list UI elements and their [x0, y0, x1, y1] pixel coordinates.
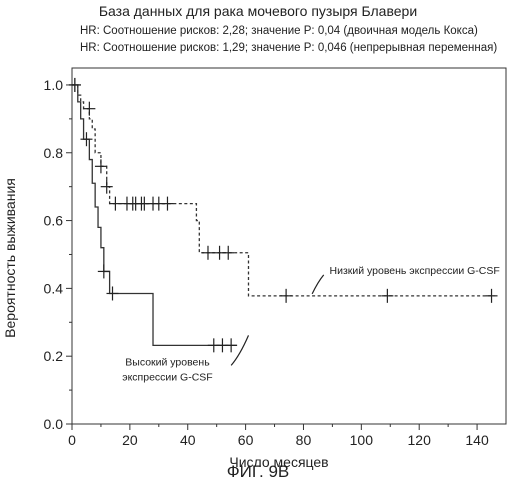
x-tick-label: 120: [408, 432, 432, 448]
y-tick-label: 0.0: [44, 416, 64, 432]
high-expression-label-line: Высокий уровень: [125, 356, 210, 368]
x-tick-label: 80: [296, 432, 312, 448]
low-expression-label: Низкий уровень экспрессии G-CSF: [330, 265, 500, 277]
x-tick-label: 40: [180, 432, 196, 448]
low-expression-pointer: [312, 275, 324, 294]
figure-caption: ФИГ. 9В: [0, 462, 516, 482]
y-tick-label: 0.6: [44, 213, 64, 229]
x-tick-label: 0: [68, 432, 76, 448]
high-expression-label-line: экспрессии G-CSF: [122, 371, 213, 383]
x-tick-label: 20: [122, 432, 138, 448]
y-tick-label: 1.0: [44, 77, 64, 93]
y-tick-label: 0.2: [44, 348, 64, 364]
x-tick-label: 140: [465, 432, 489, 448]
y-axis-label: Вероятность выживания: [2, 178, 18, 338]
curves: [69, 78, 498, 352]
x-tick-label: 100: [350, 432, 374, 448]
y-tick-label: 0.4: [44, 280, 64, 296]
survival-curve-high: [72, 85, 237, 345]
x-tick-label: 60: [238, 432, 254, 448]
high-expression-pointer: [231, 335, 248, 365]
annotations: Низкий уровень экспрессии G-CSF Высокий у…: [122, 265, 500, 384]
y-tick-label: 0.8: [44, 145, 64, 161]
